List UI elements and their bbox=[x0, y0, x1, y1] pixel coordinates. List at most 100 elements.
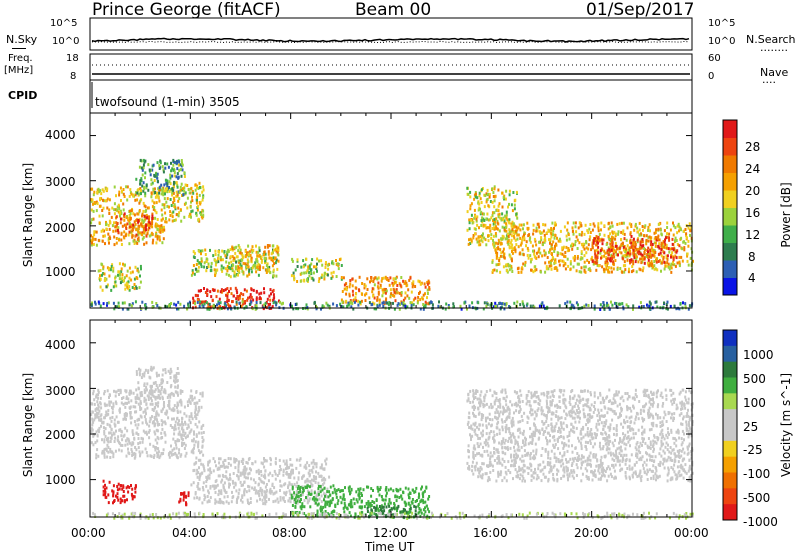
heatmap-cell bbox=[288, 496, 291, 500]
heatmap-cell bbox=[121, 438, 124, 442]
heatmap-cell bbox=[231, 300, 234, 303]
heatmap-cell bbox=[629, 231, 632, 235]
heatmap-cell bbox=[508, 231, 511, 234]
heatmap-cell bbox=[118, 214, 121, 218]
heatmap-cell bbox=[195, 390, 198, 393]
heatmap-cell bbox=[174, 424, 177, 428]
heatmap-cell bbox=[630, 245, 633, 249]
heatmap-cell bbox=[468, 304, 471, 308]
heatmap-cell bbox=[201, 303, 204, 307]
heatmap-cell bbox=[620, 230, 623, 234]
heatmap-cell bbox=[533, 237, 536, 241]
heatmap-cell bbox=[569, 267, 572, 271]
heatmap-cell bbox=[220, 258, 222, 262]
heatmap-cell bbox=[264, 469, 267, 473]
heatmap-cell bbox=[385, 494, 388, 498]
heatmap-cell bbox=[269, 298, 272, 302]
heatmap-cell bbox=[246, 265, 249, 269]
heatmap-cell bbox=[157, 404, 159, 408]
heatmap-cell bbox=[505, 222, 508, 226]
heatmap-cell bbox=[149, 454, 152, 458]
heatmap-cell bbox=[239, 480, 242, 484]
heatmap-cell bbox=[685, 234, 688, 238]
heatmap-cell bbox=[373, 307, 376, 311]
heatmap-cell bbox=[552, 233, 554, 237]
heatmap-cell bbox=[589, 223, 592, 226]
heatmap-cell bbox=[678, 229, 680, 233]
heatmap-cell bbox=[480, 201, 483, 204]
heatmap-cell bbox=[200, 425, 203, 429]
heatmap-cell bbox=[295, 484, 298, 488]
heatmap-cell bbox=[412, 280, 415, 284]
heatmap-cell bbox=[330, 271, 333, 275]
heatmap-cell bbox=[639, 232, 642, 236]
heatmap-cell bbox=[357, 299, 360, 303]
heatmap-cell bbox=[107, 501, 110, 505]
heatmap-cell bbox=[508, 253, 511, 257]
heatmap-cell bbox=[665, 307, 668, 311]
heatmap-cell bbox=[163, 431, 166, 435]
heatmap-cell bbox=[175, 303, 178, 307]
heatmap-cell bbox=[103, 272, 106, 276]
heatmap-cell bbox=[623, 260, 626, 264]
heatmap-cell bbox=[347, 503, 350, 507]
heatmap-cell bbox=[261, 498, 264, 502]
heatmap-cell bbox=[664, 238, 666, 242]
heatmap-cell bbox=[131, 229, 134, 233]
heatmap-cell bbox=[100, 424, 102, 428]
heatmap-cell bbox=[250, 300, 253, 304]
heatmap-cell bbox=[599, 303, 602, 307]
heatmap-cell bbox=[179, 185, 182, 189]
heatmap-cell bbox=[132, 453, 135, 456]
heatmap-cell bbox=[170, 451, 173, 455]
heatmap-cell bbox=[120, 238, 123, 242]
heatmap-cell bbox=[569, 262, 572, 266]
heatmap-cell bbox=[609, 245, 612, 249]
heatmap-cell bbox=[306, 461, 309, 465]
heatmap-cell bbox=[139, 414, 142, 418]
heatmap-cell bbox=[513, 203, 516, 207]
heatmap-cell bbox=[261, 493, 264, 497]
heatmap-cell bbox=[118, 238, 120, 242]
heatmap-cell bbox=[510, 238, 513, 242]
heatmap-cell bbox=[225, 500, 228, 504]
heatmap-cell bbox=[189, 421, 192, 425]
heatmap-cell bbox=[684, 305, 687, 309]
heatmap-cell bbox=[351, 284, 354, 288]
heatmap-cell bbox=[274, 477, 277, 481]
heatmap-cell bbox=[130, 192, 133, 196]
heatmap-cell bbox=[192, 250, 195, 254]
heatmap-cell bbox=[610, 248, 613, 252]
heatmap-cell bbox=[260, 260, 263, 264]
heatmap-cell bbox=[676, 261, 679, 265]
heatmap-cell bbox=[623, 237, 626, 241]
heatmap-cell bbox=[679, 302, 682, 306]
heatmap-cell bbox=[683, 229, 685, 233]
heatmap-cell bbox=[505, 213, 508, 217]
heatmap-cell bbox=[199, 211, 202, 215]
heatmap-cell bbox=[383, 287, 386, 291]
heatmap-cell bbox=[171, 191, 174, 195]
heatmap-cell bbox=[533, 249, 536, 253]
heatmap-cell bbox=[418, 507, 421, 510]
heatmap-cell bbox=[332, 484, 335, 488]
heatmap-cell bbox=[166, 179, 169, 183]
heatmap-cell bbox=[621, 302, 624, 306]
heatmap-cell bbox=[136, 277, 139, 280]
heatmap-cell bbox=[545, 267, 548, 271]
heatmap-cell bbox=[296, 501, 299, 505]
heatmap-cell bbox=[132, 239, 135, 243]
heatmap-cell bbox=[473, 208, 476, 212]
heatmap-cell bbox=[473, 227, 476, 231]
heatmap-cell bbox=[669, 247, 672, 251]
heatmap-cell bbox=[168, 205, 170, 209]
heatmap-cell bbox=[128, 194, 131, 198]
heatmap-cell bbox=[139, 182, 142, 186]
heatmap-cell bbox=[137, 219, 140, 222]
heatmap-cell bbox=[585, 251, 588, 255]
heatmap-cell bbox=[492, 219, 494, 223]
heatmap-cell bbox=[310, 461, 313, 465]
heatmap-cell bbox=[305, 257, 308, 261]
heatmap-cell bbox=[476, 215, 479, 219]
heatmap-cell bbox=[495, 269, 498, 273]
